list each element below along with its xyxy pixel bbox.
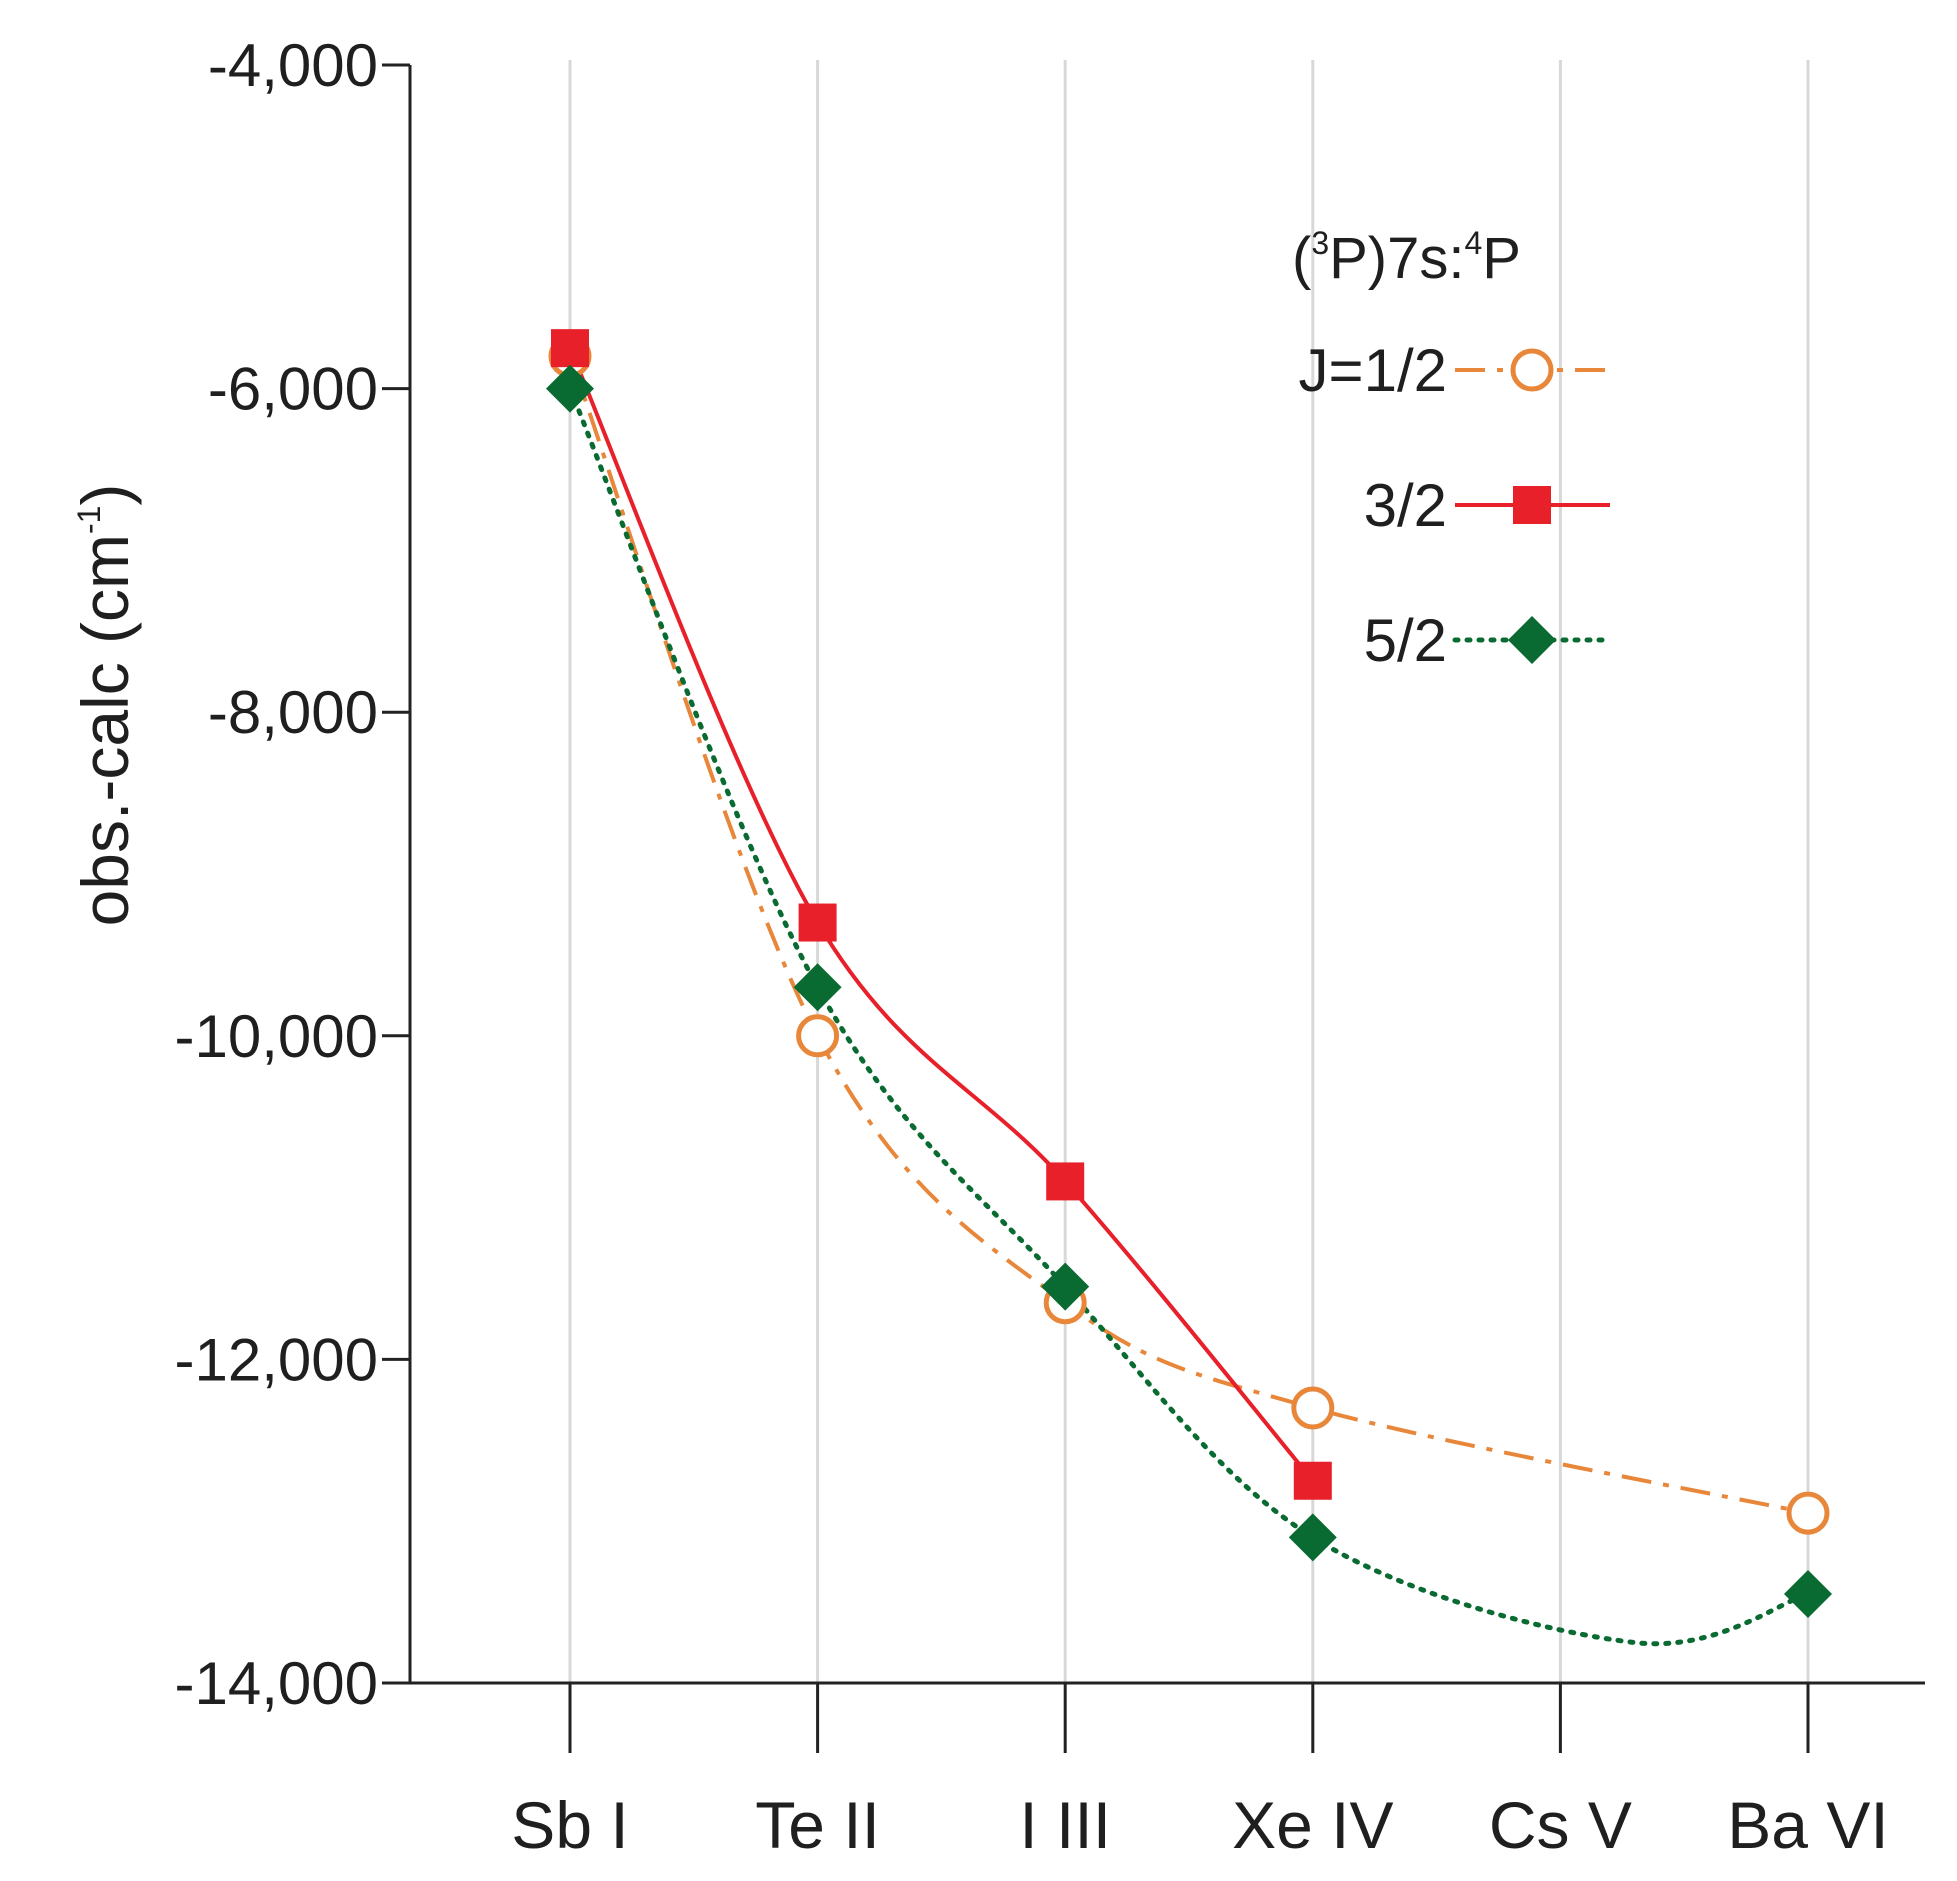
series-curves — [567, 347, 1811, 1647]
series-1-point-0 — [551, 329, 589, 368]
series-line-1 — [568, 347, 1315, 1483]
series-markers — [546, 329, 1832, 1619]
y-tick-label: -4,000 — [208, 32, 378, 99]
y-axis-ticks: -4,000 -6,000 -8,000 -10,000 -12,000 -14,000 — [175, 32, 410, 1717]
series-2-point-0 — [546, 364, 594, 413]
legend-label-0: J=1/2 — [1299, 337, 1447, 404]
x-tick-label: Sb I — [511, 1788, 628, 1862]
x-tick-label: Te II — [755, 1788, 880, 1862]
legend-label-1: 3/2 — [1364, 472, 1447, 539]
y-tick-label: -6,000 — [208, 356, 378, 423]
x-tick-label: Xe IV — [1232, 1788, 1393, 1862]
legend-title: (3P)7s:4P — [1292, 225, 1521, 291]
x-tick-label: Ba VI — [1727, 1788, 1888, 1862]
y-tick-label: -8,000 — [208, 679, 378, 746]
y-axis-title: obs.-calc (cm-1) — [68, 484, 142, 927]
series-1-point-3 — [1293, 1461, 1332, 1500]
x-tick-label: I III — [1019, 1788, 1111, 1862]
series-0-point-5 — [1786, 1491, 1830, 1535]
series-2-point-5 — [1784, 1570, 1832, 1619]
y-tick-label: -14,000 — [175, 1650, 379, 1717]
series-2-point-1 — [793, 963, 842, 1012]
series-0-point-1 — [796, 1014, 840, 1058]
series-2-point-3 — [1288, 1513, 1337, 1562]
y-tick-label: -12,000 — [175, 1326, 379, 1393]
x-axis-ticks: Sb I Te II I III Xe IV Cs V Ba VI — [511, 1683, 1889, 1862]
x-tick-label: Cs V — [1489, 1788, 1632, 1862]
series-0-point-3 — [1291, 1386, 1335, 1430]
series-line-2 — [567, 386, 1811, 1647]
legend-marker-0 — [1510, 348, 1554, 392]
legend-marker-1 — [1513, 486, 1551, 524]
y-tick-label: -10,000 — [175, 1003, 379, 1070]
legend-marker-2 — [1508, 616, 1556, 664]
axes — [408, 65, 1925, 1685]
series-1-point-2 — [1046, 1162, 1085, 1201]
series-1-point-1 — [798, 903, 837, 942]
legend-label-2: 5/2 — [1364, 607, 1447, 674]
gridlines — [568, 60, 1810, 1683]
legend: (3P)7s:4P J=1/2 3/2 5/2 — [1292, 225, 1613, 674]
series-line-0 — [568, 355, 1809, 1516]
series-2-point-2 — [1041, 1262, 1090, 1311]
